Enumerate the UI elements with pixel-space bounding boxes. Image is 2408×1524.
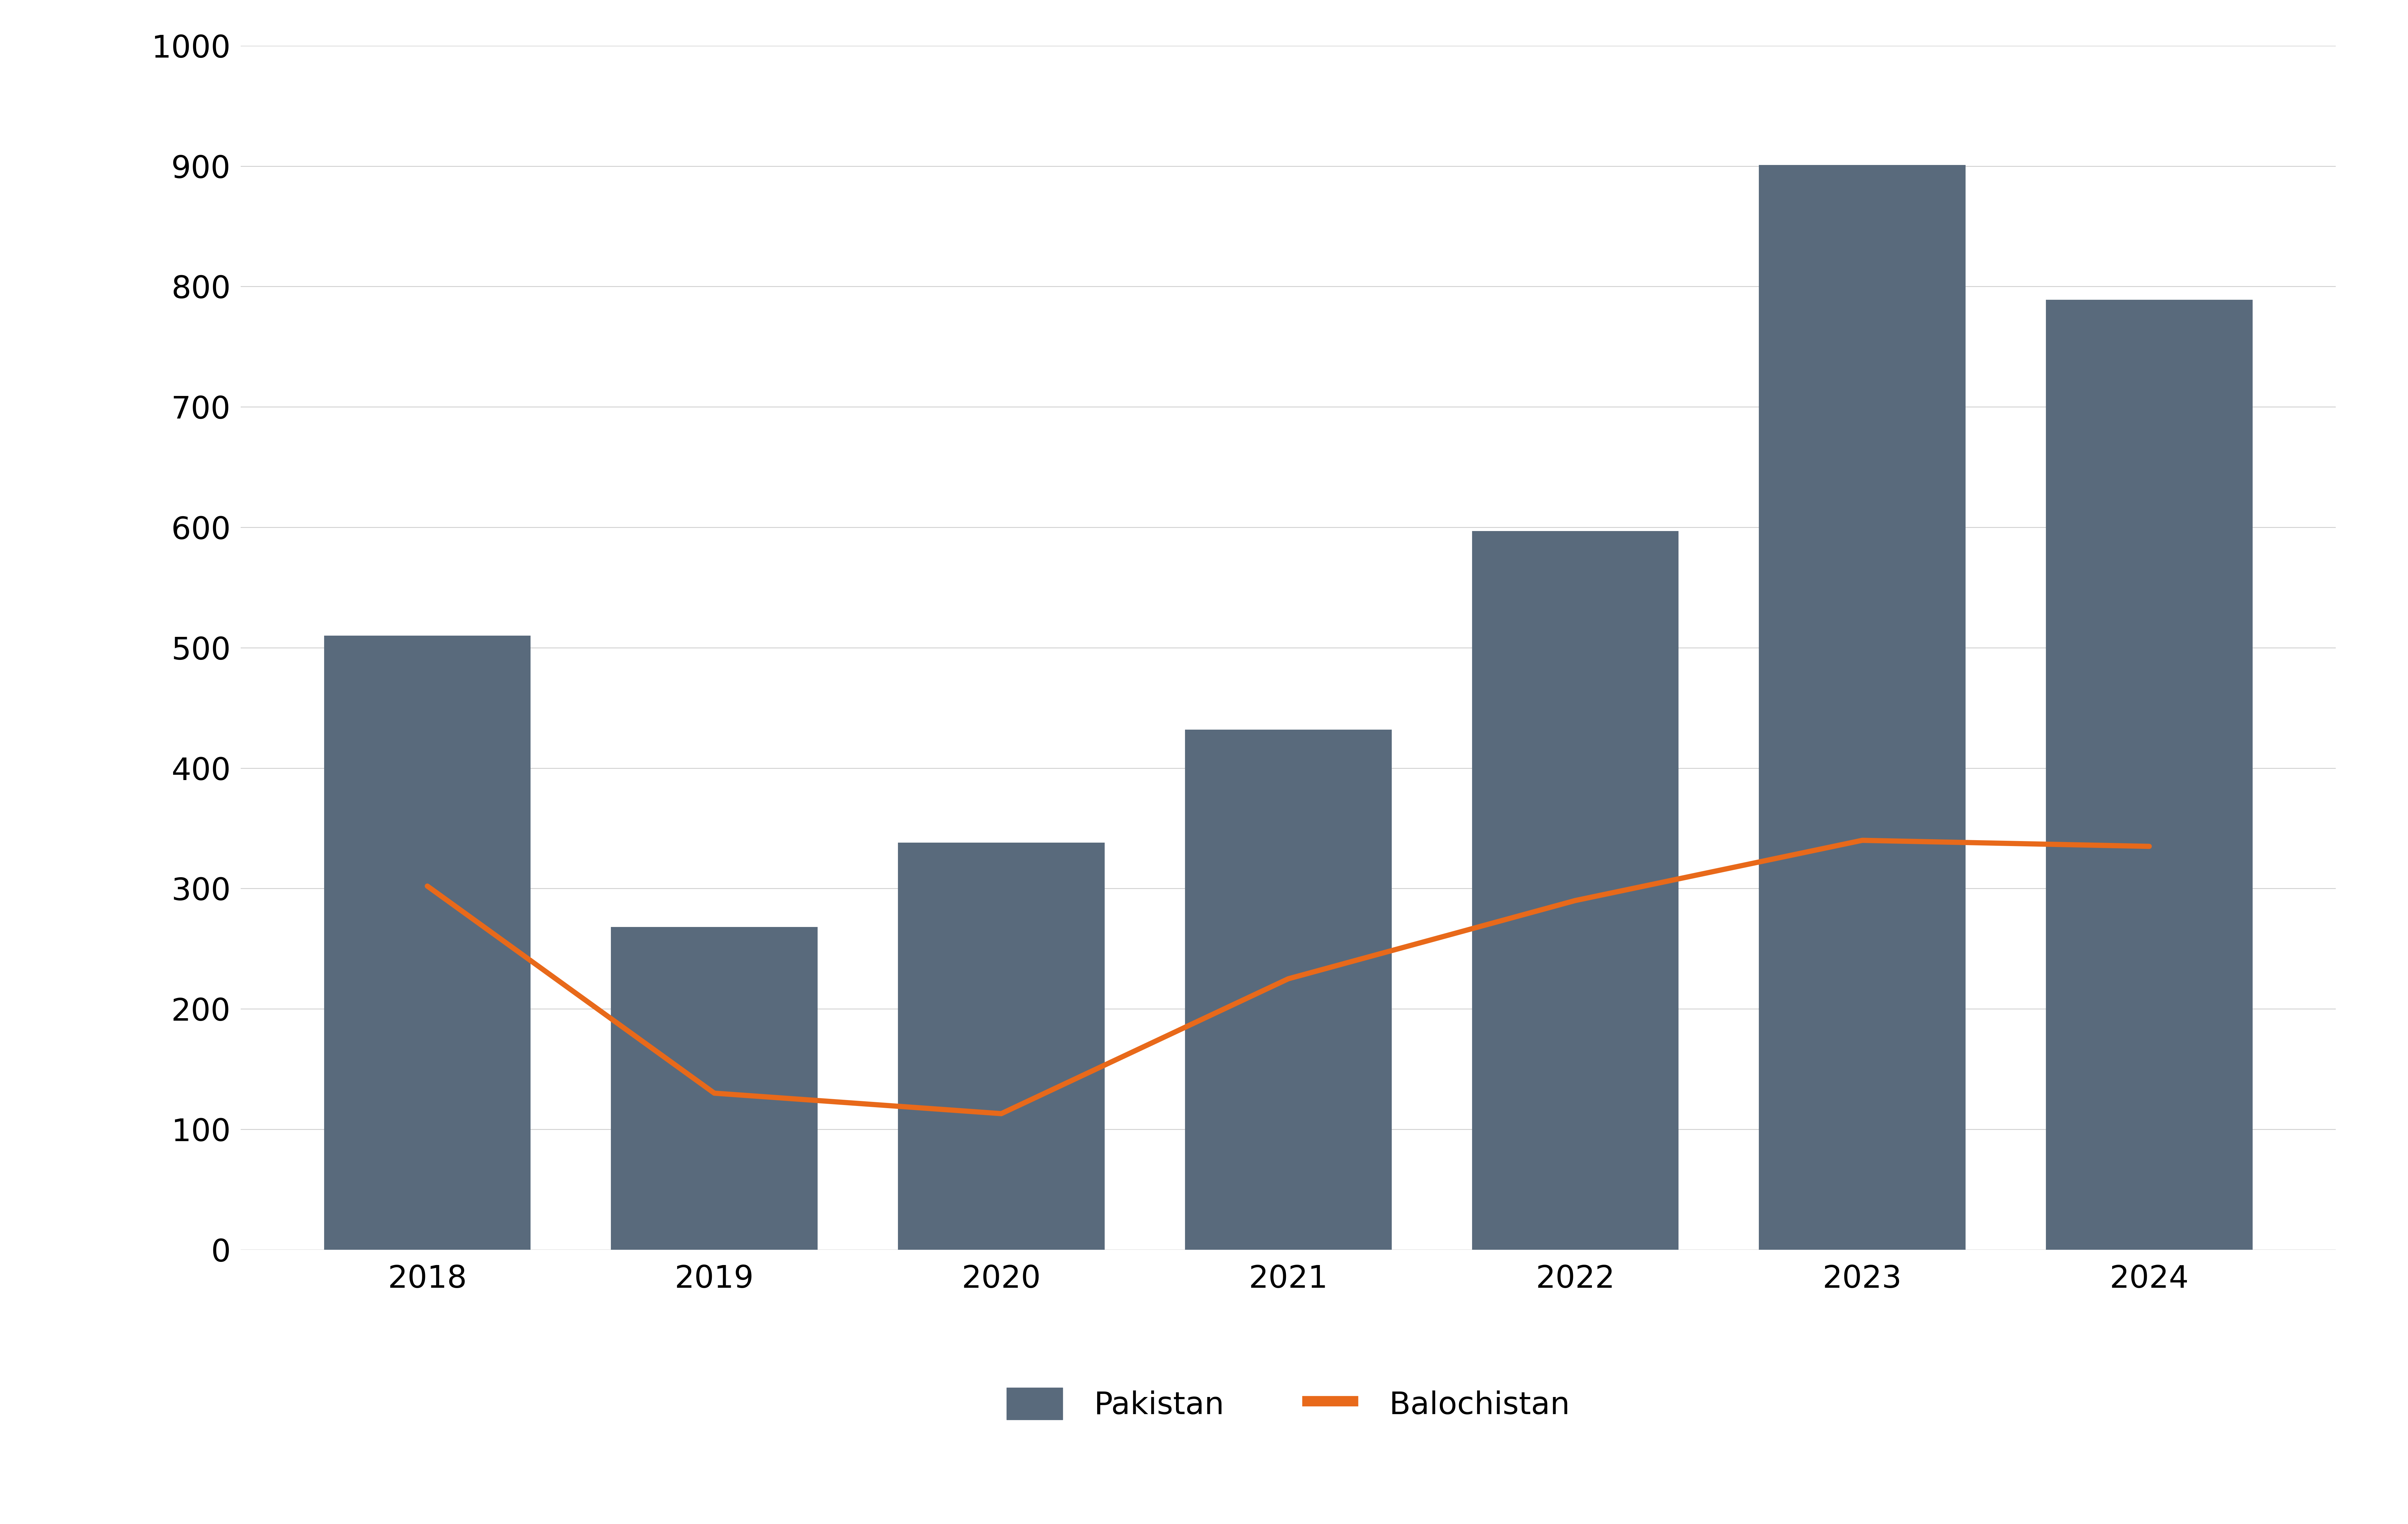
- Bar: [1758, 165, 1965, 1250]
- Bar: [1185, 730, 1392, 1250]
- Bar: [898, 843, 1105, 1250]
- Bar: [325, 636, 530, 1250]
- Bar: [2047, 300, 2251, 1250]
- Legend: Pakistan, Balochistan: Pakistan, Balochistan: [1007, 1388, 1570, 1420]
- Bar: [612, 927, 819, 1250]
- Bar: [1471, 530, 1678, 1250]
